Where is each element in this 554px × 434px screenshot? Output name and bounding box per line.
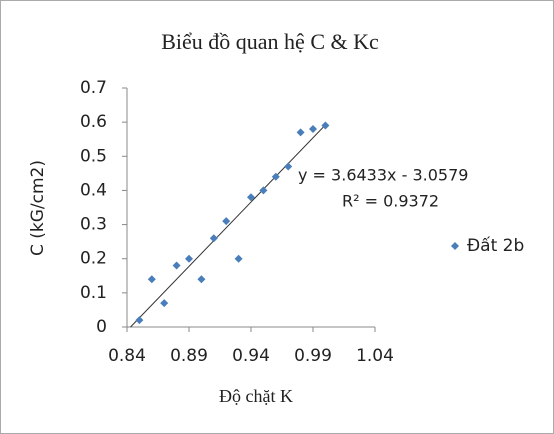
point (135, 316, 144, 325)
point (185, 254, 193, 263)
y-tick-label: 0.1 (80, 283, 107, 303)
x-axis-title: Độ chặt K (219, 386, 293, 406)
x-tick-label: 0.94 (232, 346, 270, 366)
point (222, 217, 231, 226)
point (209, 234, 218, 243)
point (271, 172, 280, 181)
point (321, 121, 330, 130)
point (234, 254, 243, 263)
point (160, 299, 169, 308)
x-tick-label: 0.99 (294, 346, 332, 366)
x-tick-label: 1.04 (356, 346, 394, 366)
point (259, 186, 268, 195)
r-squared: R² = 0.9372 (342, 192, 439, 211)
legend-label: Đất 2b (467, 235, 524, 256)
y-axis-title: C (kG/cm2) (28, 160, 48, 256)
y-tick-label: 0.7 (80, 78, 107, 98)
point (147, 275, 156, 284)
point (309, 124, 317, 133)
point (172, 261, 181, 270)
legend-marker (451, 242, 459, 250)
trend-equation: y = 3.6433x - 3.0579 (298, 166, 468, 185)
y-tick-label: 0.3 (80, 215, 107, 235)
chart-title: Biểu đồ quan hệ C & Kc (161, 29, 379, 54)
point (284, 162, 293, 171)
y-tick-label: 0.5 (80, 146, 107, 166)
point (247, 193, 255, 202)
y-tick-label: 0.2 (80, 249, 107, 269)
x-tick-label: 0.89 (170, 346, 208, 366)
y-tick-label: 0.4 (80, 180, 107, 200)
y-tick-label: 0.6 (80, 112, 107, 132)
point (197, 275, 206, 284)
x-tick-label: 0.84 (108, 346, 146, 366)
point (296, 128, 305, 137)
y-tick-label: 0 (96, 317, 107, 337)
trendline (130, 124, 326, 328)
